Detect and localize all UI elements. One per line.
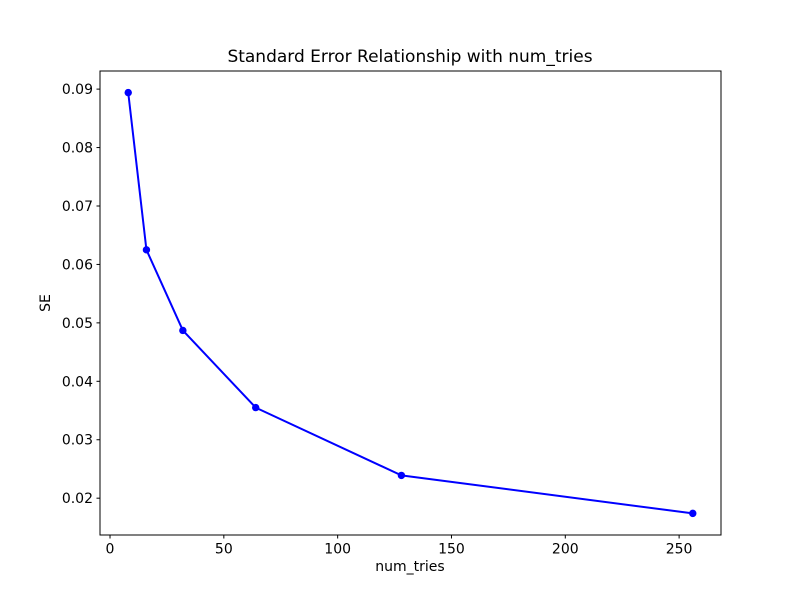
x-tick-label: 200 bbox=[552, 542, 579, 558]
y-tick-label: 0.04 bbox=[62, 374, 93, 390]
y-axis-label: SE bbox=[38, 294, 54, 312]
series-line bbox=[127, 91, 694, 515]
y-tick-label: 0.08 bbox=[62, 141, 93, 157]
data-point bbox=[689, 509, 697, 518]
x-tick-label: 150 bbox=[438, 542, 465, 558]
data-point bbox=[252, 403, 260, 412]
x-axis-label: num_tries bbox=[375, 559, 444, 575]
y-tick-label: 0.09 bbox=[62, 82, 93, 98]
x-tick-label: 100 bbox=[324, 542, 351, 558]
y-tick-label: 0.07 bbox=[62, 199, 93, 215]
chart-title: Standard Error Relationship with num_tri… bbox=[227, 47, 592, 67]
y-tick-label: 0.02 bbox=[62, 491, 93, 507]
data-point bbox=[124, 88, 132, 97]
x-tick-label: 50 bbox=[215, 542, 233, 558]
data-point bbox=[179, 326, 187, 335]
axes-frame bbox=[99, 70, 722, 536]
y-tick-label: 0.03 bbox=[62, 433, 93, 449]
data-point bbox=[142, 246, 151, 254]
y-tick-label: 0.06 bbox=[62, 257, 93, 273]
data-point bbox=[397, 471, 406, 480]
plot-area: 0 50 100 150 200 250 0.02 0.03 0.04 0.05 0.06 0.07 0… bbox=[62, 70, 722, 558]
x-tick-label: 0 bbox=[106, 542, 115, 558]
y-tick-label: 0.05 bbox=[62, 316, 93, 332]
x-tick-label: 250 bbox=[666, 542, 693, 558]
